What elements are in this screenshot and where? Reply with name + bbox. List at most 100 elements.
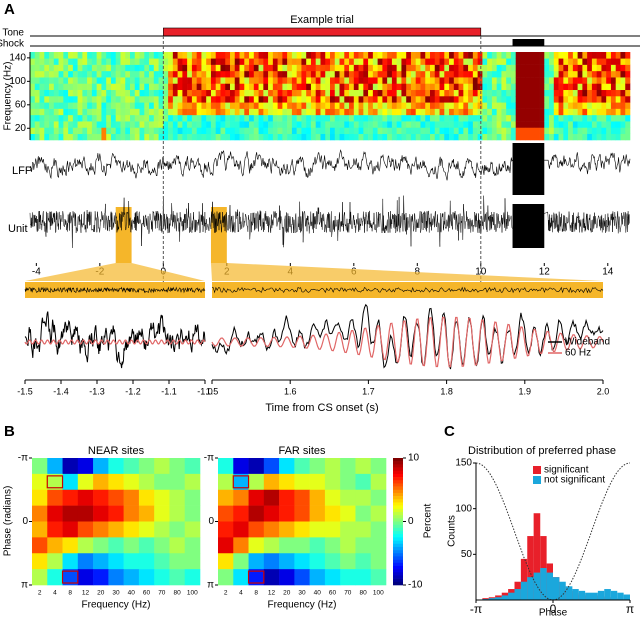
- spectrogram-cell: [191, 70, 197, 78]
- spectrogram-cell: [153, 108, 159, 116]
- spectrogram-cell: [301, 121, 307, 128]
- spectrogram-cell: [401, 89, 407, 97]
- spectrogram-cell: [230, 89, 236, 97]
- spectrogram-cell: [572, 121, 578, 128]
- spectrogram-cell: [477, 64, 483, 72]
- spectrogram-cell: [582, 64, 588, 72]
- spectrogram-cell: [344, 133, 350, 141]
- spectrogram-cell: [30, 108, 36, 116]
- heatmap-cell: [218, 505, 234, 522]
- spectrogram-cell: [263, 127, 269, 135]
- spectrogram-cell: [339, 83, 345, 91]
- spectrogram-cell: [425, 133, 431, 141]
- spectrogram-cell: [358, 70, 364, 78]
- legend-label: 60 Hz: [565, 348, 591, 359]
- spectrogram-cell: [330, 108, 336, 116]
- spectrogram-cell: [191, 77, 197, 84]
- spectrogram-cell: [458, 133, 464, 141]
- spectrogram-cell: [434, 70, 440, 78]
- spectrogram-cell: [134, 133, 140, 141]
- spectrogram-cell: [415, 77, 421, 84]
- spectrogram-cell: [72, 77, 78, 84]
- heatmap-cell: [233, 458, 249, 475]
- colorbar-cell: [393, 499, 403, 503]
- spectrogram-cell: [549, 77, 555, 84]
- spectrogram-cell: [87, 52, 93, 59]
- spectrogram-cell: [601, 96, 607, 103]
- lfp-trace: [29, 149, 631, 181]
- spectrogram-cell: [377, 70, 383, 78]
- spectrogram-cell: [253, 77, 259, 84]
- spectrogram-cell: [625, 77, 631, 84]
- spectrogram-cell: [344, 121, 350, 128]
- spectrogram-cell: [539, 64, 545, 72]
- spectrogram-cell: [596, 83, 602, 91]
- spectrogram-cell: [291, 83, 297, 91]
- spectrogram-cell: [453, 121, 459, 128]
- spectrogram-cell: [91, 121, 97, 128]
- heatmap-cell: [324, 537, 341, 554]
- bar: [508, 592, 515, 600]
- spectrogram-cell: [168, 64, 174, 72]
- spectrogram-cell: [601, 70, 607, 78]
- spectrogram-cell: [334, 52, 340, 59]
- spectrogram-cell: [325, 96, 331, 103]
- spectrogram-cell: [310, 70, 317, 78]
- spectrogram-cell: [320, 77, 326, 84]
- spectrogram-cell: [568, 121, 574, 128]
- spectrogram-cell: [177, 121, 183, 128]
- spectrogram-cell: [253, 70, 259, 78]
- spectrogram-cell: [525, 83, 531, 91]
- spectrogram-cell: [444, 52, 450, 59]
- spectrogram-cell: [134, 127, 140, 135]
- spectrogram-cell: [591, 70, 597, 78]
- spectrogram-cell: [106, 108, 112, 116]
- spectrogram-cell: [472, 83, 478, 91]
- spectrogram-cell: [53, 64, 59, 72]
- spectrogram-cell: [572, 96, 578, 103]
- spectrogram-cell: [263, 52, 269, 59]
- spectrogram-cell: [439, 52, 445, 59]
- spectrogram-cell: [34, 52, 40, 59]
- spectrogram-cell: [291, 133, 297, 141]
- heatmap-cell: [233, 569, 249, 586]
- colorbar-cell: [393, 572, 403, 576]
- spectrogram-cell: [230, 64, 236, 72]
- spectrogram-cell: [620, 89, 626, 97]
- spectrogram-cell: [244, 89, 250, 97]
- spectrogram-cell: [191, 102, 197, 109]
- heatmap-cell: [154, 569, 170, 586]
- spectrogram-cell: [620, 64, 626, 72]
- spectrogram-cell: [82, 70, 88, 78]
- unit-shock-artifact: [512, 204, 545, 248]
- spectrogram-cell: [330, 127, 336, 135]
- spectrogram-cell: [496, 96, 502, 103]
- spectrogram-cell: [434, 52, 440, 59]
- colorbar-cell: [393, 467, 403, 471]
- spectrogram-cell: [358, 89, 364, 97]
- spectrogram-cell: [44, 89, 50, 97]
- spectrogram-cell: [563, 133, 569, 141]
- spectrogram-cell: [163, 52, 169, 59]
- spectrogram-cell: [534, 127, 540, 135]
- colorbar-cell: [393, 546, 403, 551]
- spectrogram-cell: [377, 58, 383, 65]
- spectrogram-cell: [563, 64, 569, 72]
- spectrogram-cell: [477, 89, 483, 97]
- spectrogram-cell: [406, 102, 412, 109]
- spectrogram-cell: [587, 64, 593, 72]
- spectrogram-cell: [339, 133, 345, 141]
- heatmap-cell: [62, 521, 79, 538]
- spectrogram-cell: [434, 89, 440, 97]
- heatmap-cell: [154, 473, 170, 491]
- spectrogram-cell: [401, 133, 407, 141]
- spectrogram-cell: [34, 77, 40, 84]
- spectrogram-cell: [58, 83, 64, 91]
- heatmap-cell: [370, 569, 387, 586]
- heatmap-cell: [324, 569, 341, 586]
- colorbar-cell: [393, 461, 403, 465]
- spectrogram-cell: [558, 77, 564, 84]
- spectrogram-cell: [72, 121, 78, 128]
- spectrogram-cell: [487, 83, 493, 91]
- spectrogram-cell: [187, 70, 193, 78]
